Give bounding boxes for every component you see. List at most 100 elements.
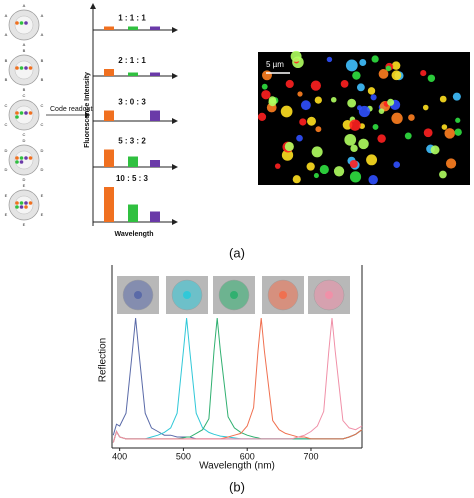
bead-dot bbox=[347, 98, 357, 108]
bead-dot bbox=[391, 70, 402, 81]
bead-dot bbox=[377, 134, 386, 143]
bead-dot bbox=[454, 128, 462, 136]
axis-arrow bbox=[172, 164, 178, 170]
bead-dot bbox=[281, 149, 294, 161]
bead-label: E bbox=[5, 193, 8, 198]
bead-label: A bbox=[41, 32, 44, 37]
quantum-dot bbox=[28, 111, 33, 115]
axis-arrow bbox=[172, 219, 178, 225]
bead-label: D bbox=[5, 148, 8, 153]
bead-label: C bbox=[23, 132, 26, 137]
bead-dot bbox=[452, 92, 461, 101]
bead-dot bbox=[290, 50, 302, 62]
quantum-dot bbox=[19, 66, 24, 70]
quantum-dot bbox=[28, 156, 33, 160]
x-tick-label: 600 bbox=[240, 451, 255, 461]
photo-center bbox=[134, 291, 142, 299]
bead-dot bbox=[455, 117, 461, 123]
bead-dot bbox=[333, 166, 345, 177]
bead-dot bbox=[261, 83, 268, 90]
bead-dot bbox=[349, 159, 358, 169]
bead-dot bbox=[352, 71, 361, 80]
code-label: 1 : 1 : 1 bbox=[118, 14, 146, 23]
bar bbox=[150, 72, 160, 76]
bar bbox=[150, 26, 160, 30]
bead-dot bbox=[257, 112, 267, 122]
quantum-dot bbox=[19, 111, 24, 115]
code-label: 2 : 1 : 1 bbox=[118, 56, 146, 65]
quantum-dot bbox=[19, 21, 24, 25]
quantum-dot bbox=[24, 201, 28, 205]
bar bbox=[104, 26, 114, 30]
code-readout: Code readout bbox=[50, 106, 92, 113]
bead-label: A bbox=[5, 32, 8, 37]
bead-dot bbox=[439, 95, 447, 103]
bead-dot bbox=[285, 79, 294, 89]
photo-center bbox=[183, 291, 191, 299]
quantum-dot bbox=[15, 201, 19, 205]
bar bbox=[104, 149, 114, 167]
bead-dot bbox=[319, 164, 329, 175]
bead-label: D bbox=[5, 167, 8, 172]
bead-dot bbox=[262, 70, 272, 81]
quantum-dot bbox=[19, 156, 24, 160]
bead-dot bbox=[439, 170, 447, 179]
axis-arrow bbox=[172, 27, 178, 33]
bead-label: C bbox=[5, 122, 8, 127]
bead-dot bbox=[393, 161, 401, 169]
bead-label: C bbox=[5, 103, 8, 108]
quantum-dot bbox=[15, 205, 19, 209]
quantum-dot bbox=[24, 66, 28, 70]
bead-dot bbox=[391, 61, 401, 70]
bead-label: B bbox=[23, 87, 26, 92]
y-axis-label: Fluorescence Intensity bbox=[84, 72, 91, 148]
bead-dot bbox=[297, 91, 303, 97]
bead-dot bbox=[315, 126, 322, 133]
spectrum-line bbox=[112, 318, 363, 440]
photo-center bbox=[230, 291, 238, 299]
code-label: 3 : 0 : 3 bbox=[118, 98, 146, 107]
bead-label: A bbox=[5, 13, 8, 18]
quantum-dot bbox=[15, 156, 19, 160]
bead-dot bbox=[385, 65, 392, 72]
bead-dot bbox=[423, 128, 433, 138]
bead-core bbox=[14, 105, 34, 125]
bead-label: D bbox=[41, 167, 44, 172]
bead-dot bbox=[344, 133, 357, 146]
bead-dot bbox=[371, 55, 379, 63]
bead-label: E bbox=[23, 222, 26, 227]
bead-dot bbox=[300, 100, 311, 111]
bead-dot bbox=[280, 105, 293, 118]
bead-label: D bbox=[23, 177, 26, 182]
bead-dot bbox=[268, 96, 277, 104]
bead-dot bbox=[387, 98, 395, 106]
bar bbox=[128, 26, 138, 30]
bead-label: A bbox=[23, 3, 26, 8]
bead-dot bbox=[356, 83, 365, 92]
y-axis-label: Reflection bbox=[98, 338, 109, 382]
bar bbox=[128, 204, 138, 222]
bar bbox=[104, 187, 114, 222]
bead-label: E bbox=[41, 212, 44, 217]
bead-dot bbox=[310, 80, 321, 91]
bead-dot bbox=[422, 104, 429, 111]
bead-label: C bbox=[23, 93, 26, 98]
code-label: 10 : 5 : 3 bbox=[116, 174, 149, 183]
bead-label: E bbox=[41, 193, 44, 198]
bead-dot bbox=[445, 158, 457, 169]
bead-core bbox=[14, 60, 34, 80]
code-label: 5 : 3 : 2 bbox=[118, 137, 146, 146]
spectrum-line bbox=[112, 318, 363, 443]
photo-center bbox=[279, 291, 287, 299]
bead-label: B bbox=[5, 77, 8, 82]
panel-label: (a) bbox=[229, 245, 245, 260]
x-tick-label: 500 bbox=[176, 451, 191, 461]
bead-label: B bbox=[5, 58, 8, 63]
quantum-dot bbox=[15, 111, 19, 115]
bead-dot bbox=[345, 59, 358, 72]
quantum-dot bbox=[24, 21, 28, 25]
quantum-dot bbox=[15, 66, 19, 70]
bead-dot bbox=[261, 90, 271, 100]
bead-dot bbox=[370, 94, 377, 101]
